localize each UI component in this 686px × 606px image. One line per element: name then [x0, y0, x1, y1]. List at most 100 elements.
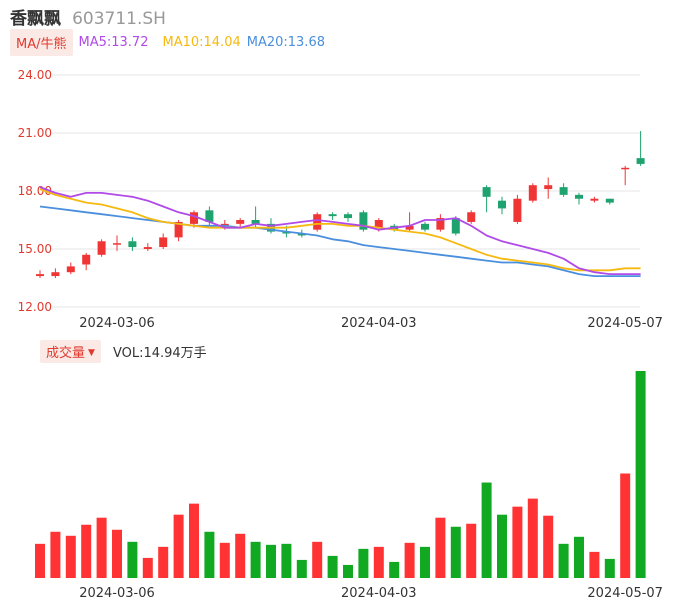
candle — [359, 210, 368, 232]
volume-bar — [420, 546, 430, 578]
candle — [528, 183, 537, 203]
volume-bar — [127, 541, 138, 578]
candle — [97, 239, 106, 257]
ma5-legend: MA5:13.72 — [78, 34, 149, 50]
candle-body — [374, 220, 383, 228]
candle — [51, 268, 60, 278]
candle — [82, 252, 91, 271]
volume-bar — [358, 548, 369, 578]
volume-bar — [312, 541, 323, 578]
volume-bar — [204, 531, 215, 578]
candle — [575, 192, 583, 205]
candle — [498, 196, 506, 215]
candle — [621, 165, 630, 186]
volume-indicator-selector[interactable]: 成交量 ▼ — [40, 339, 101, 363]
volume-bar — [389, 561, 400, 578]
candle-body — [328, 214, 337, 217]
stock-code: 603711.SH — [72, 9, 166, 29]
candle — [482, 185, 491, 213]
candle — [605, 198, 614, 205]
candle-body — [190, 212, 198, 224]
ma5-line — [39, 186, 641, 276]
candle-body — [482, 187, 491, 197]
chevron-down-icon: ▼ — [88, 347, 95, 358]
candle-body — [513, 198, 522, 222]
candle-body — [82, 254, 91, 265]
candle — [159, 233, 168, 249]
volume-value: VOL:14.94万手 — [112, 345, 207, 361]
stock-name: 香飘飘 — [10, 9, 61, 29]
ma20-legend: MA20:13.68 — [246, 34, 325, 50]
volume-bar — [327, 555, 338, 578]
volume-tag-label: 成交量 — [46, 345, 86, 361]
candle — [436, 214, 445, 232]
volume-bar — [281, 543, 292, 578]
candle-body — [528, 185, 537, 201]
volume-bar — [373, 546, 384, 578]
volume-bar — [404, 542, 415, 578]
volume-bar — [96, 517, 107, 578]
volume-bar — [65, 535, 76, 578]
volume-bar — [574, 536, 584, 578]
candle-body — [36, 274, 44, 277]
candle-body — [467, 212, 476, 222]
volume-bar — [219, 542, 230, 578]
candle-body — [344, 214, 352, 219]
volume-date-axis: 2024-03-06 2024-04-03 2024-05-07 — [79, 586, 663, 601]
candle — [190, 210, 198, 228]
volume-bar — [142, 557, 153, 578]
volume-bar — [589, 551, 600, 578]
volume-bar — [635, 371, 646, 578]
candle-body — [621, 167, 630, 170]
ma-legend: MA/牛熊 MA5:13.72 MA10:14.04 MA20:13.68 — [10, 28, 325, 56]
y-tick-label: 21.00 — [18, 126, 52, 140]
candle-body — [282, 231, 291, 234]
volume-bar — [527, 498, 538, 578]
candle — [636, 131, 645, 166]
candle-body — [405, 225, 414, 230]
volume-bar — [173, 514, 184, 578]
candle-body — [636, 158, 645, 164]
volume-bar — [35, 543, 45, 578]
candle-body — [236, 220, 245, 224]
candle — [421, 221, 429, 232]
candle-body — [51, 272, 60, 277]
volume-bar — [435, 517, 446, 578]
candlesticks — [36, 131, 645, 278]
candle-body — [159, 237, 168, 248]
volume-bar — [558, 543, 569, 578]
candle-body — [143, 247, 152, 249]
volume-bar — [466, 523, 477, 578]
volume-bar — [189, 503, 199, 578]
x-tick-label: 2024-04-03 — [341, 586, 417, 601]
candle — [467, 210, 476, 224]
volume-bar — [450, 526, 461, 578]
volume-bars — [35, 371, 646, 578]
volume-legend: 成交量 ▼ VOL:14.94万手 — [40, 339, 207, 363]
candle-body — [544, 185, 553, 190]
candle — [513, 194, 522, 224]
candle-body — [128, 241, 137, 248]
price-date-axis: 2024-03-06 2024-04-03 2024-05-07 — [79, 316, 663, 331]
candle — [559, 183, 568, 197]
volume-bar — [481, 482, 492, 578]
ma-indicator-selector[interactable]: MA/牛熊 — [10, 28, 73, 56]
candle-body — [297, 233, 306, 236]
volume-bar — [497, 514, 507, 578]
moving-average-lines — [39, 186, 641, 278]
candle-body — [251, 220, 260, 224]
volume-bar — [620, 473, 631, 578]
candle-body — [605, 198, 614, 203]
price-grid — [52, 74, 640, 308]
candle-body — [436, 218, 445, 230]
volume-bar — [266, 544, 276, 578]
volume-bar — [50, 531, 61, 578]
x-tick-label: 2024-04-03 — [341, 316, 417, 331]
volume-bar — [543, 515, 554, 578]
ma20-line — [39, 205, 641, 278]
candle — [143, 243, 152, 251]
volume-bar — [112, 529, 122, 578]
ma10-line — [39, 188, 641, 272]
